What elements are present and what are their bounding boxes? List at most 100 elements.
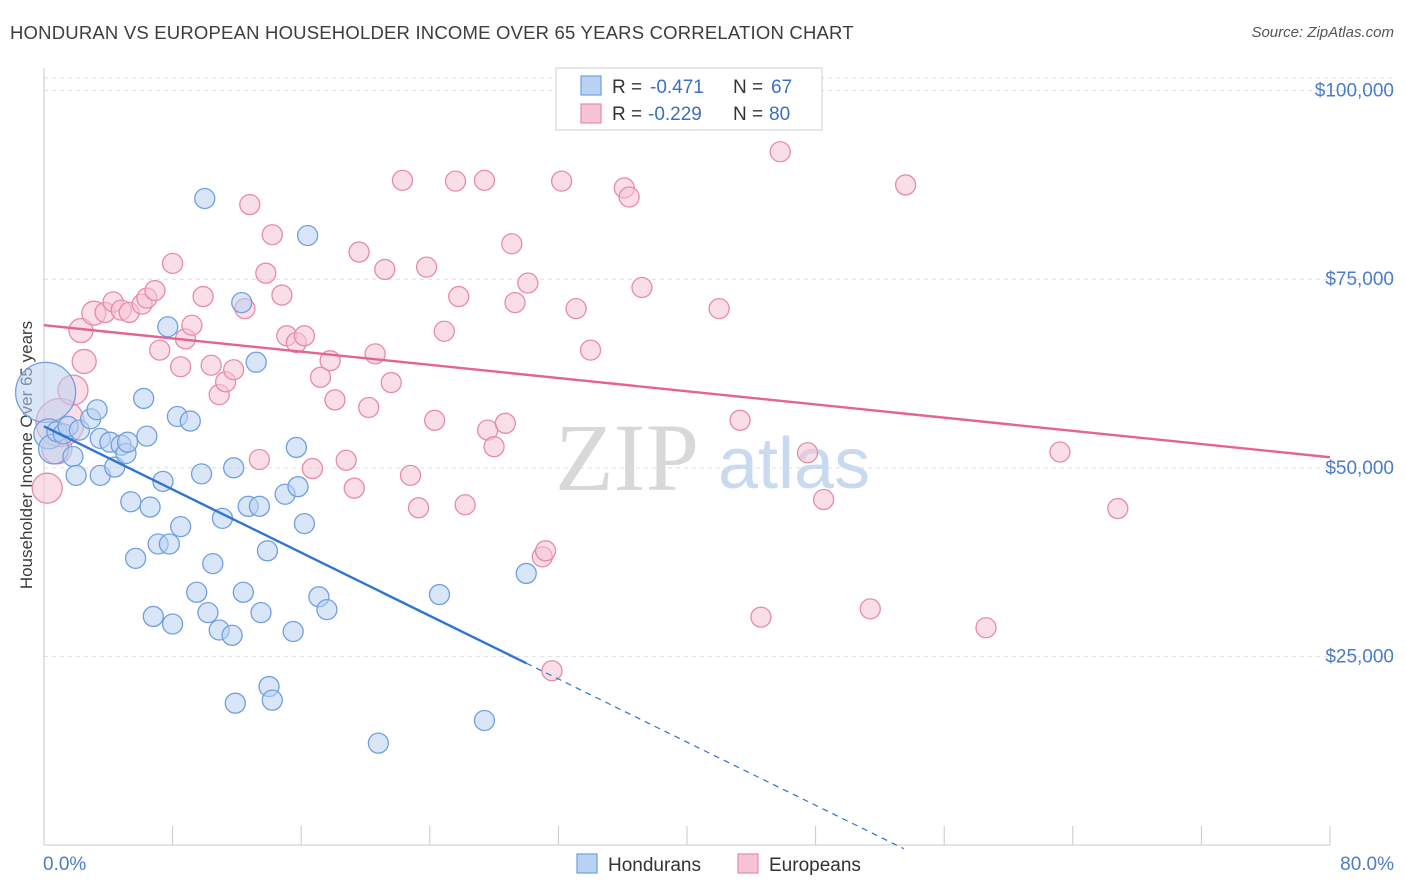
data-point — [729, 409, 751, 431]
series-legend-swatch-hondurans — [576, 853, 598, 874]
data-point — [192, 285, 214, 308]
y-tick-label: $75,000 — [1325, 269, 1394, 290]
data-point — [133, 387, 155, 410]
data-point — [190, 463, 213, 485]
data-point — [859, 598, 881, 620]
data-point — [1107, 497, 1129, 520]
watermark-atlas: atlas — [718, 424, 870, 504]
data-point — [550, 170, 573, 192]
data-point — [142, 605, 164, 628]
data-point — [316, 598, 338, 621]
data-point — [14, 361, 77, 424]
data-point — [139, 496, 161, 518]
data-point — [271, 284, 293, 306]
legend-r-value-europeans: -0.229 — [648, 104, 702, 125]
data-point — [309, 366, 332, 388]
data-point — [136, 425, 158, 447]
data-point — [444, 170, 467, 192]
data-point — [407, 497, 430, 519]
data-point — [285, 436, 308, 459]
data-point — [324, 389, 346, 411]
data-point — [116, 431, 139, 453]
watermark: ZIP atlas — [555, 404, 870, 511]
data-point — [194, 187, 216, 210]
gridlines — [44, 77, 1392, 657]
x-tick-label-min: 0.0% — [43, 854, 86, 875]
legend-n-label: N = — [733, 77, 763, 98]
legend-swatch-europeans — [580, 103, 602, 124]
data-point — [1049, 441, 1071, 463]
trend-line-europeans — [43, 324, 1331, 459]
data-point — [501, 233, 523, 255]
data-point — [282, 620, 304, 643]
data-point — [261, 224, 283, 246]
data-point — [158, 533, 181, 555]
y-tick-label: $25,000 — [1325, 646, 1394, 667]
series-legend-swatch-europeans — [737, 853, 759, 874]
data-point — [565, 297, 587, 320]
data-point — [343, 477, 365, 499]
data-point — [65, 464, 87, 487]
y-tick-labels: $25,000 $50,000 $75,000 $100,000 — [1315, 81, 1394, 668]
data-point — [473, 169, 496, 192]
data-point — [504, 291, 526, 314]
data-point — [301, 457, 324, 480]
data-point — [197, 602, 219, 624]
data-point — [515, 562, 537, 585]
data-point — [202, 552, 224, 575]
data-point — [618, 186, 640, 208]
trend-line-hondurans-extension — [525, 662, 905, 850]
data-point — [161, 613, 184, 635]
data-point — [335, 449, 357, 471]
data-point — [428, 583, 451, 606]
data-point — [223, 359, 245, 381]
correlation-legend: R = -0.471 N = 67 R = -0.229 N = 80 — [555, 67, 823, 131]
data-point — [157, 316, 179, 338]
data-point — [120, 491, 142, 513]
data-point — [250, 602, 272, 624]
data-point — [86, 399, 108, 421]
data-point — [423, 409, 446, 431]
legend-r-label: R = — [612, 104, 642, 125]
data-point — [708, 297, 730, 320]
data-point — [245, 351, 267, 373]
data-point — [534, 540, 557, 562]
data-point — [494, 412, 517, 434]
data-point — [358, 396, 380, 419]
data-points — [14, 141, 1129, 754]
data-point — [769, 141, 791, 163]
data-point — [255, 262, 277, 284]
watermark-zip: ZIP — [555, 404, 699, 511]
data-point — [62, 445, 84, 468]
data-point — [239, 193, 261, 216]
data-point — [248, 495, 271, 517]
data-point — [293, 512, 316, 535]
data-point — [367, 732, 390, 754]
data-point — [181, 314, 203, 336]
data-point — [750, 606, 772, 628]
data-point — [261, 689, 283, 711]
data-point — [579, 339, 602, 361]
data-point — [31, 472, 63, 504]
data-point — [224, 692, 246, 714]
legend-n-value-europeans: 80 — [769, 104, 790, 125]
legend-n-value-hondurans: 67 — [771, 77, 792, 98]
y-tick-label: $50,000 — [1325, 458, 1394, 479]
data-point — [221, 624, 243, 646]
data-point — [374, 258, 396, 281]
data-point — [200, 354, 222, 376]
data-point — [631, 276, 653, 299]
series-legend: Hondurans Europeans — [576, 853, 861, 876]
legend-n-label: N = — [733, 104, 763, 125]
data-point — [796, 442, 819, 464]
data-point — [144, 279, 166, 302]
data-point — [161, 252, 184, 275]
data-point — [248, 448, 271, 471]
data-point — [433, 320, 455, 342]
data-point — [448, 285, 470, 308]
data-point — [483, 436, 505, 458]
data-point — [169, 516, 192, 538]
data-point — [812, 488, 835, 511]
data-point — [454, 494, 476, 516]
chart-title: HONDURAN VS EUROPEAN HOUSEHOLDER INCOME … — [10, 22, 854, 43]
